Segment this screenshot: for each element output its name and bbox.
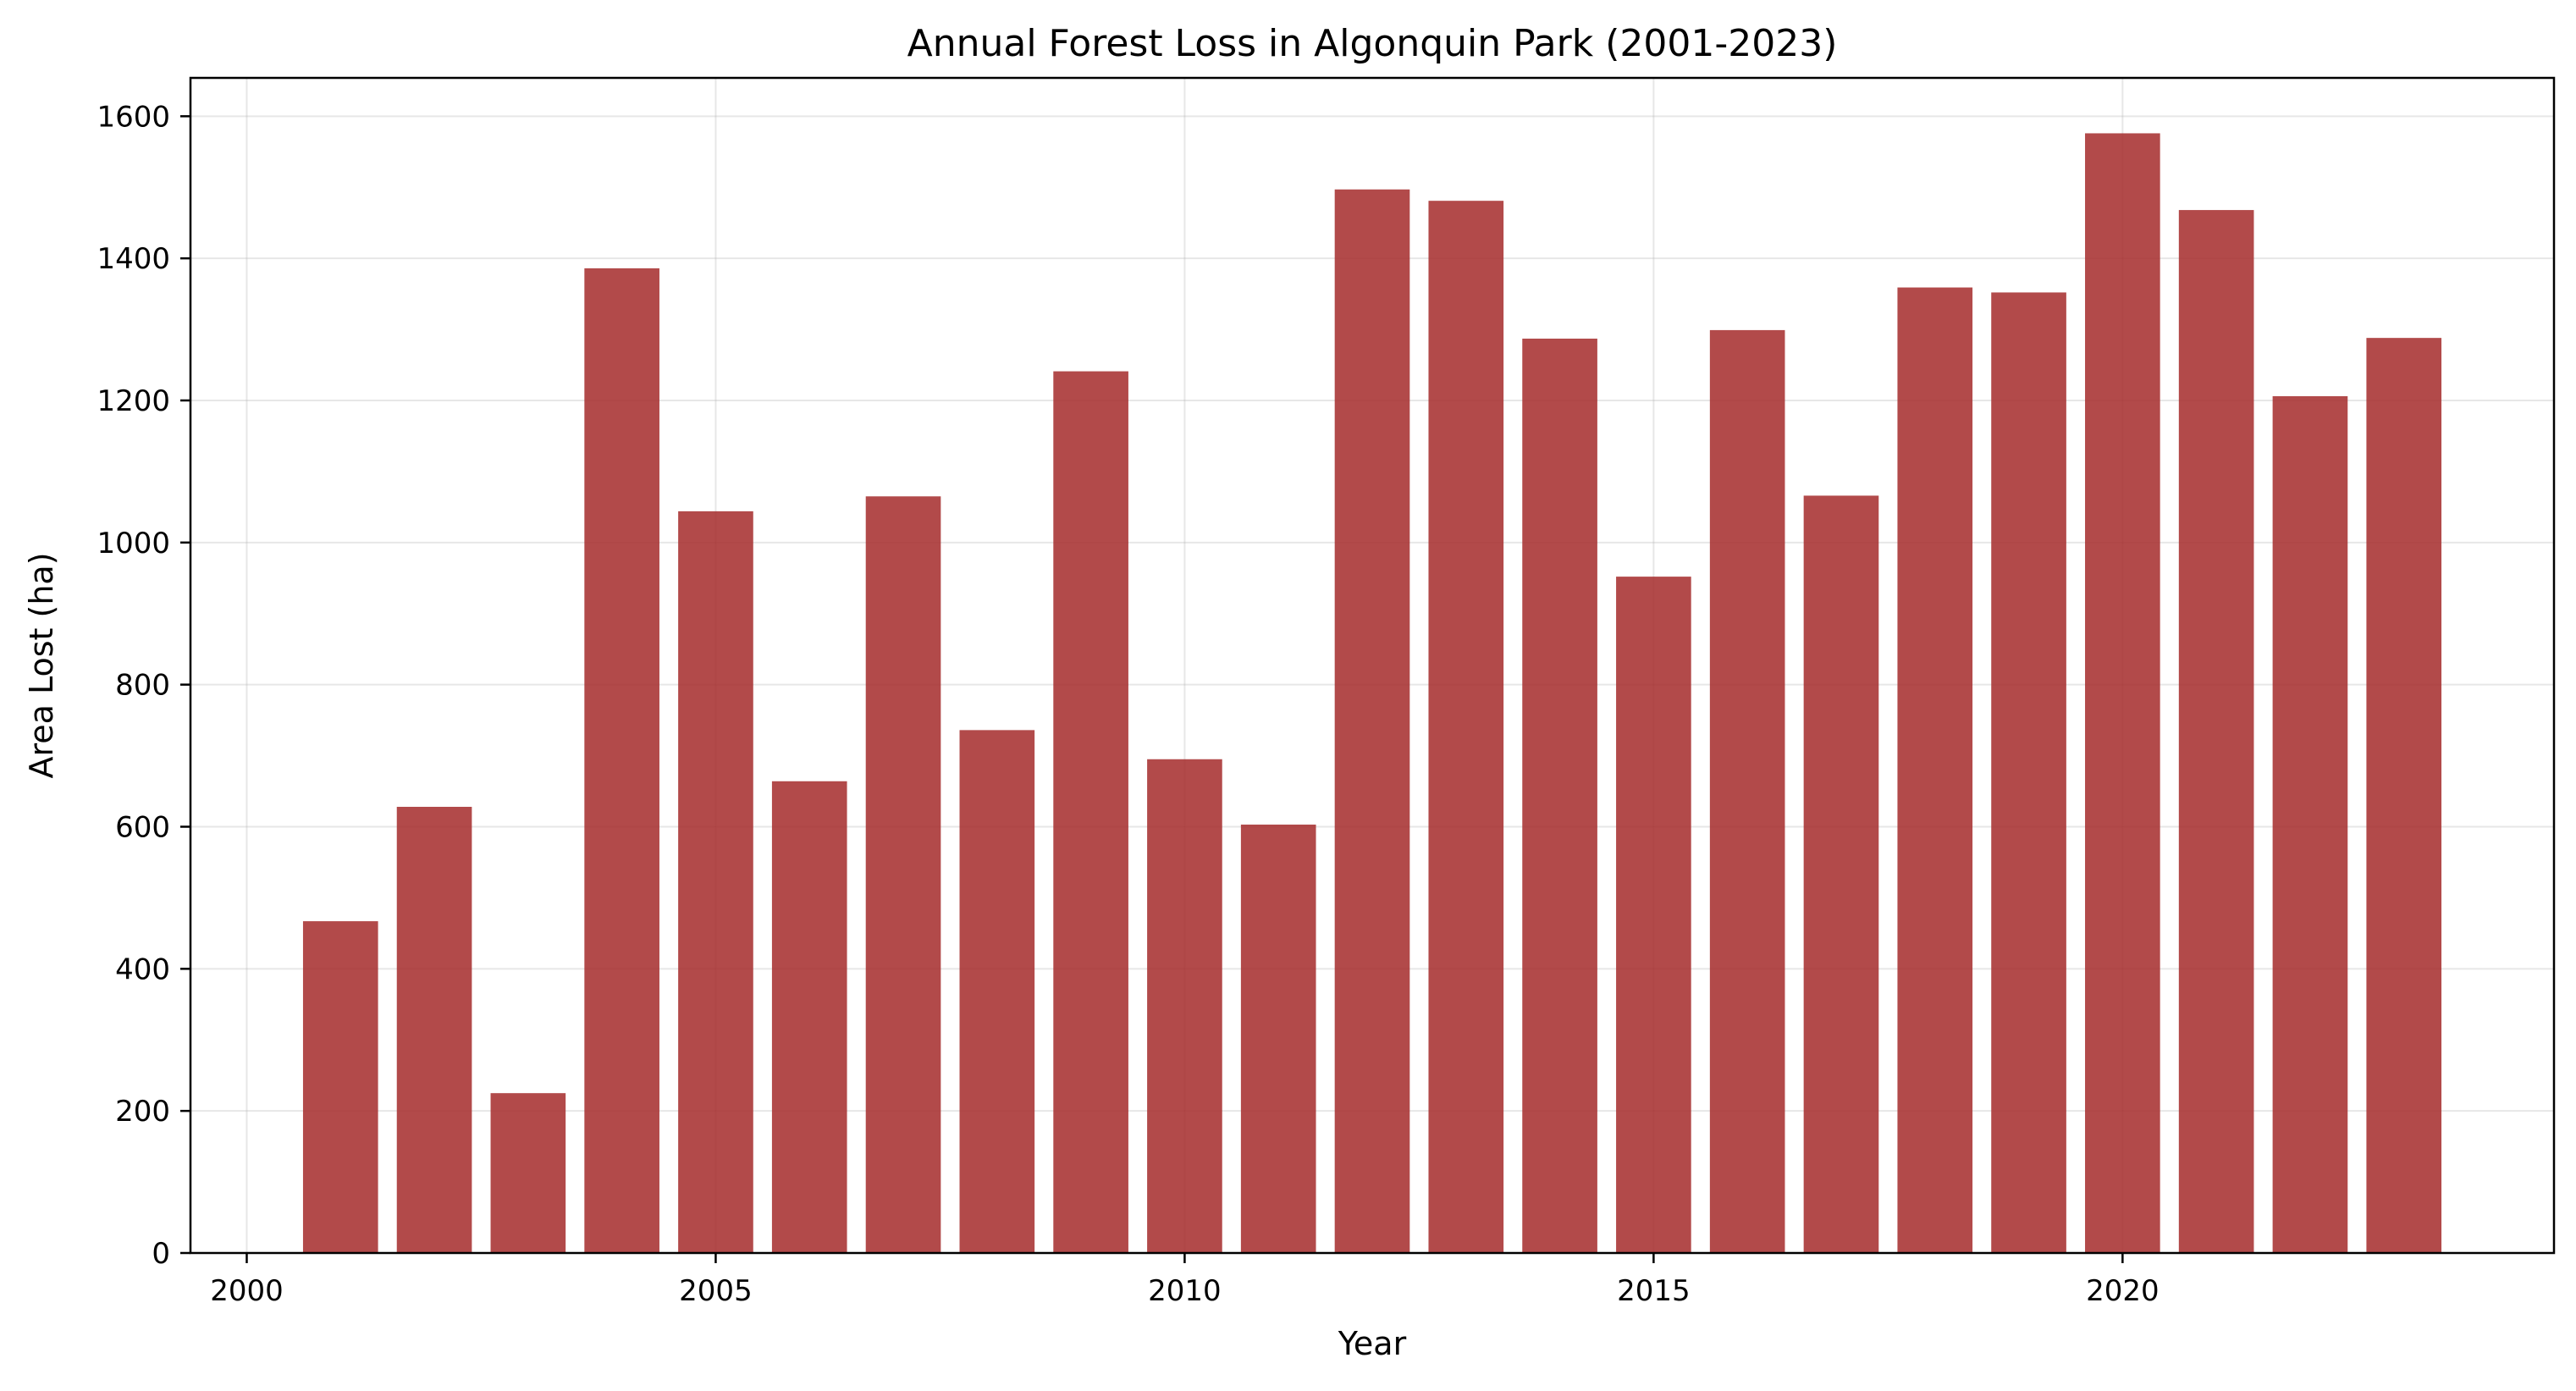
y-axis-label: Area Lost (ha)	[23, 552, 60, 778]
bar-2012	[1334, 189, 1410, 1254]
bar-2013	[1428, 201, 1504, 1254]
plot-frame	[189, 76, 2556, 1255]
bar-2002	[396, 806, 472, 1253]
bar-series	[302, 133, 2442, 1254]
bar-2018	[1897, 287, 1973, 1254]
bar-2021	[2178, 210, 2254, 1254]
x-tick-label: 2020	[2086, 1274, 2160, 1308]
bar-2004	[584, 268, 659, 1253]
y-tick-label: 400	[115, 952, 170, 986]
y-tick-label: 1000	[97, 527, 170, 560]
bar-2015	[1616, 577, 1691, 1253]
y-tick-label: 800	[115, 669, 170, 703]
bar-2020	[2085, 133, 2160, 1254]
bar-2005	[678, 511, 753, 1253]
bar-2008	[959, 730, 1035, 1253]
x-axis-label: Year	[1338, 1325, 1407, 1362]
y-tick-label: 600	[115, 810, 170, 844]
y-tick-label: 200	[115, 1095, 170, 1129]
bar-2016	[1709, 329, 1785, 1254]
bar-2023	[2366, 338, 2442, 1254]
y-tick-label: 0	[152, 1237, 170, 1271]
bar-2010	[1147, 759, 1222, 1253]
bar-2009	[1053, 371, 1128, 1253]
chart-title: Annual Forest Loss in Algonquin Park (20…	[907, 22, 1838, 65]
x-tick-label: 2010	[1148, 1274, 1222, 1308]
x-tick-label: 2000	[210, 1274, 284, 1308]
y-tick-label: 1200	[97, 384, 170, 418]
y-tick-label: 1600	[97, 100, 170, 134]
axis-ticks: 2000 2005 2010 2015 2020 0 200 400 600 800 1000 120…	[97, 100, 2159, 1308]
bar-2006	[771, 781, 847, 1253]
bar-2001	[302, 921, 378, 1253]
bar-2007	[865, 496, 941, 1253]
x-tick-label: 2015	[1617, 1274, 1691, 1308]
bar-2011	[1240, 824, 1316, 1253]
bar-2022	[2272, 395, 2348, 1253]
bar-2019	[1991, 292, 2066, 1254]
y-tick-label: 1400	[97, 242, 170, 276]
x-tick-label: 2005	[679, 1274, 753, 1308]
bar-2017	[1803, 495, 1879, 1253]
bar-2014	[1522, 338, 1597, 1253]
bar-2003	[490, 1093, 566, 1253]
